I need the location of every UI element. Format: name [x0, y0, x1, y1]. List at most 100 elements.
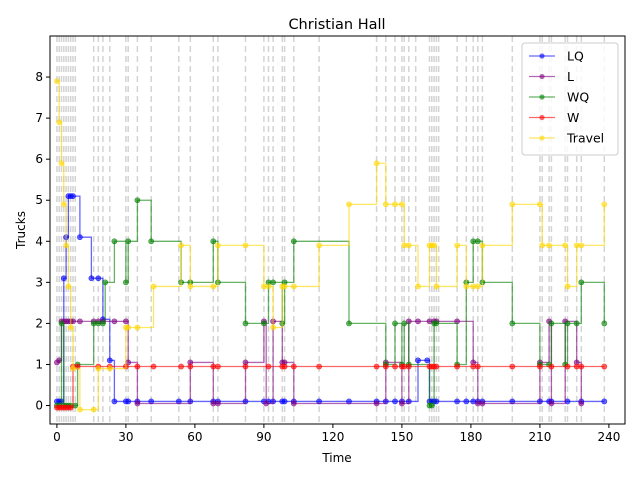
- series-point-wq-23: [260, 320, 267, 327]
- series-point-wq-47: [548, 320, 555, 327]
- series-point-l-15: [134, 400, 141, 407]
- series-point-travel-11: [106, 365, 113, 372]
- x-tick-label-4: 120: [321, 430, 344, 444]
- series-point-l-13: [123, 318, 129, 325]
- series-point-wq-11: [100, 320, 106, 327]
- series-point-travel-8: [77, 406, 83, 413]
- series-point-wq-51: [578, 279, 585, 286]
- series-point-l-8: [77, 318, 83, 325]
- series-point-travel-39: [433, 283, 440, 290]
- legend-swatch-marker-w: [539, 114, 545, 121]
- series-point-lq-33: [392, 398, 398, 405]
- series-layer: [54, 78, 608, 413]
- y-axis-label: Trucks: [14, 211, 28, 250]
- series-point-wq-31: [392, 320, 398, 327]
- series-point-l-26: [373, 400, 380, 407]
- axes-frame: [49, 35, 626, 425]
- series-point-travel-35: [415, 283, 421, 290]
- series-point-wq-25: [270, 279, 276, 286]
- series-point-travel-7: [70, 365, 76, 372]
- series-point-wq-44: [509, 320, 516, 327]
- series-point-w-24: [373, 363, 380, 370]
- series-point-lq-8: [77, 234, 83, 241]
- series-point-wq-38: [433, 320, 440, 327]
- x-tick-label-8: 240: [597, 430, 620, 444]
- legend-item-travel: Travel: [529, 131, 604, 146]
- series-point-travel-32: [398, 201, 405, 208]
- y-axis-ticks: 0 1 2 3 4 5 6 7 8: [35, 70, 50, 413]
- series-point-w-26: [392, 363, 398, 370]
- series-point-travel-25: [281, 283, 288, 290]
- series-point-travel-3: [60, 201, 67, 208]
- series-point-travel-38: [431, 242, 437, 249]
- series-point-travel-1: [56, 119, 63, 126]
- series-point-lq-37: [424, 357, 431, 364]
- series-point-travel-49: [562, 242, 569, 249]
- series-point-travel-14: [134, 324, 141, 331]
- series-point-lq-42: [454, 398, 460, 405]
- series-point-lq-9: [88, 275, 95, 282]
- series-point-wq-28: [290, 238, 297, 245]
- series-point-wq-42: [474, 238, 481, 245]
- series-point-l-18: [214, 400, 221, 407]
- series-point-travel-40: [454, 242, 460, 249]
- series-point-l-30: [415, 318, 421, 325]
- series-point-travel-48: [546, 242, 552, 249]
- series-point-travel-15: [150, 283, 157, 290]
- y-tick-label-6: 6: [35, 152, 43, 166]
- series-point-w-38: [537, 363, 543, 370]
- series-point-travel-19: [214, 242, 221, 249]
- series-point-w-36: [474, 363, 481, 370]
- x-axis-label: Time: [321, 451, 351, 465]
- y-tick-label-5: 5: [35, 193, 43, 207]
- series-point-w-37: [509, 363, 516, 370]
- series-point-travel-26: [290, 283, 297, 290]
- series-point-travel-6: [67, 324, 74, 331]
- series-point-l-25: [290, 400, 297, 407]
- series-point-travel-17: [187, 283, 194, 290]
- series-point-wq-33: [401, 320, 408, 327]
- legend-swatch-marker-lq: [539, 53, 545, 59]
- y-tick-label-7: 7: [35, 111, 43, 125]
- series-point-travel-46: [537, 201, 543, 208]
- legend-label-lq: LQ: [567, 49, 584, 64]
- series-point-lq-10: [95, 275, 102, 282]
- series-point-wq-36: [428, 402, 435, 409]
- legend-swatch-marker-travel: [539, 135, 545, 141]
- series-point-travel-9: [90, 406, 97, 413]
- series-point-travel-27: [316, 242, 322, 249]
- series-point-w-6: [67, 404, 74, 411]
- series-point-wq-15: [125, 238, 132, 245]
- legend-item-l: L: [529, 69, 574, 84]
- series-point-travel-20: [242, 242, 249, 249]
- series-point-wq-12: [102, 279, 109, 286]
- series-point-w-12: [134, 363, 141, 370]
- series-point-w-14: [178, 363, 184, 370]
- series-point-w-40: [564, 363, 571, 370]
- series-point-travel-16: [178, 242, 184, 249]
- series-point-l-12: [111, 318, 118, 325]
- series-point-l-21: [263, 400, 270, 407]
- series-point-l-43: [578, 400, 585, 407]
- series-point-lq-12: [106, 357, 113, 364]
- y-tick-label-0: 0: [35, 399, 43, 413]
- series-point-lq-3: [60, 275, 67, 282]
- y-tick-label-2: 2: [35, 316, 43, 330]
- series-point-w-13: [150, 363, 157, 370]
- legend-swatch-marker-l: [539, 73, 545, 80]
- x-tick-label-2: 60: [187, 430, 202, 444]
- y-tick-label-1: 1: [35, 357, 43, 371]
- series-point-travel-34: [405, 242, 412, 249]
- series-point-w-33: [433, 363, 440, 370]
- series-point-lq-13: [111, 398, 118, 405]
- series-point-travel-23: [270, 324, 276, 331]
- series-point-travel-0: [54, 78, 60, 85]
- series-point-travel-10: [95, 365, 102, 372]
- chart-title: Christian Hall: [288, 17, 385, 33]
- series-point-travel-44: [479, 242, 486, 249]
- x-tick-label-5: 150: [390, 430, 413, 444]
- series-point-w-25: [382, 363, 389, 370]
- legend-item-lq: LQ: [529, 49, 584, 64]
- series-point-wq-14: [123, 279, 129, 286]
